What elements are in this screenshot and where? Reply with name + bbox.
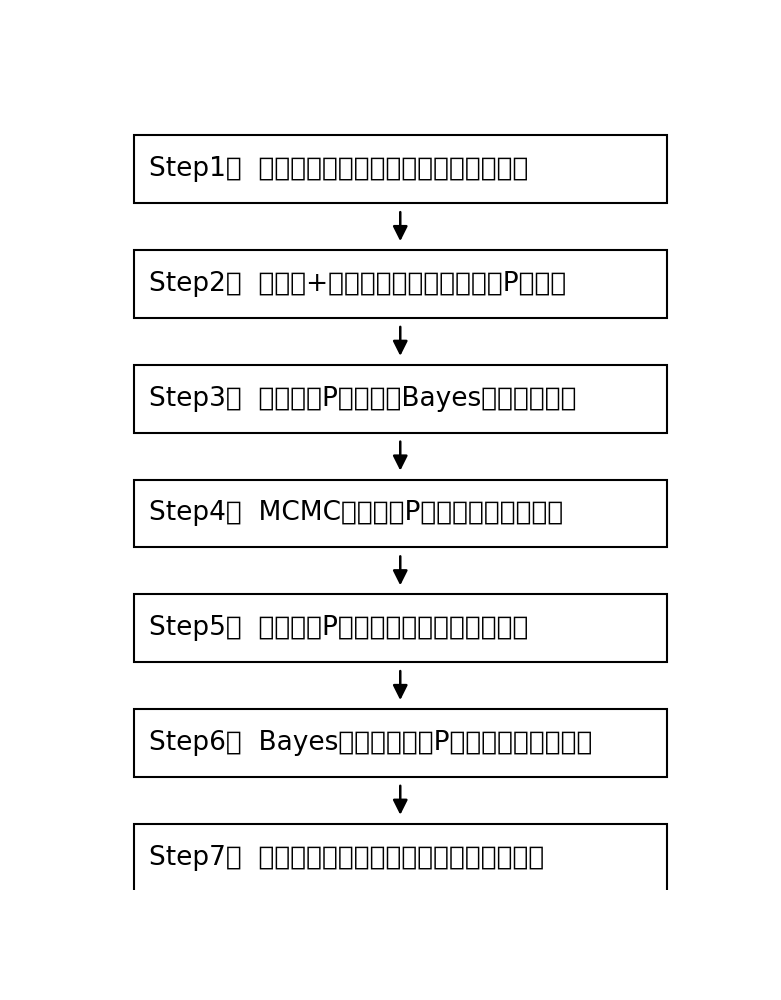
Bar	[134, 365, 666, 433]
Text: Step3：  建立基于P波初至的Bayes定位目标函数: Step3： 建立基于P波初至的Bayes定位目标函数	[149, 386, 576, 412]
Text: Step5：  获取校正P波初至系统观测误差的数据: Step5： 获取校正P波初至系统观测误差的数据	[149, 615, 529, 641]
Text: Step7：  输出定位结果，并评价定位结果的可靠性: Step7： 输出定位结果，并评价定位结果的可靠性	[149, 845, 544, 871]
Bar	[134, 709, 666, 777]
Text: Step4：  MCMC采样计算P波初至系统观测误差: Step4： MCMC采样计算P波初至系统观测误差	[149, 500, 563, 526]
Bar	[134, 824, 666, 892]
Text: Step2：  自动法+人工拾取确定声发射信号P波初至: Step2： 自动法+人工拾取确定声发射信号P波初至	[149, 271, 566, 297]
Text: Step1：  低通滤波器对声发射信号高频噪音降噪: Step1： 低通滤波器对声发射信号高频噪音降噪	[149, 156, 529, 182]
Bar	[134, 480, 666, 547]
Text: Step6：  Bayes方法对校正后P波初至数据进行定位: Step6： Bayes方法对校正后P波初至数据进行定位	[149, 730, 593, 756]
Bar	[134, 250, 666, 318]
Bar	[134, 594, 666, 662]
Bar	[134, 135, 666, 203]
